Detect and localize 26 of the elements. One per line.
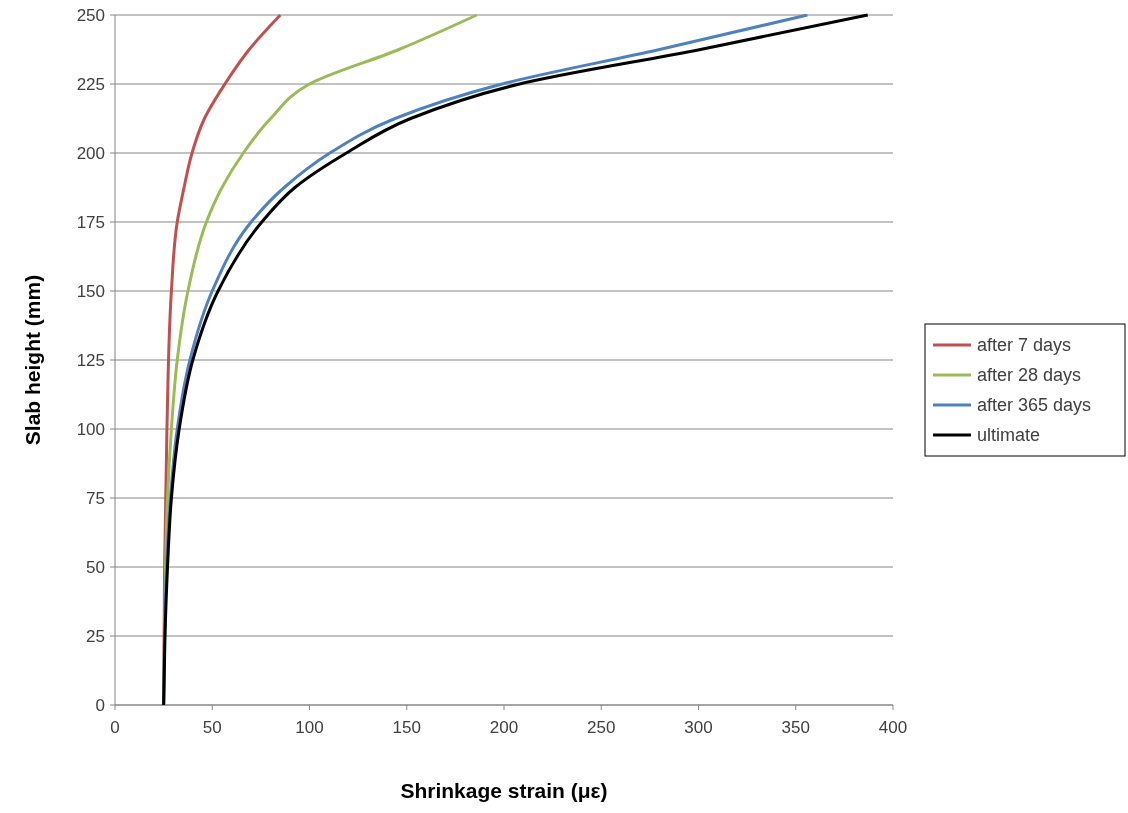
x-tick-label: 50 <box>202 718 222 737</box>
y-tick-label: 75 <box>86 488 105 508</box>
x-tick-label: 300 <box>684 718 713 737</box>
x-tick-label: 350 <box>781 718 810 737</box>
legend-label: ultimate <box>977 425 1041 446</box>
y-tick-label: 125 <box>76 350 105 370</box>
legend-label: after 7 days <box>977 335 1072 356</box>
y-tick-label: 175 <box>76 212 105 232</box>
legend-label: after 365 days <box>977 395 1092 416</box>
x-tick-label: 0 <box>110 718 120 737</box>
x-tick-label: 400 <box>878 718 908 737</box>
y-tick-label: 150 <box>76 281 105 301</box>
y-tick-label: 0 <box>95 695 105 715</box>
x-tick-label: 250 <box>587 718 616 737</box>
y-tick-label: 225 <box>76 74 105 94</box>
y-tick-label: 100 <box>76 419 105 439</box>
x-tick-label: 150 <box>392 718 421 737</box>
x-axis-title: Shrinkage strain (με) <box>400 779 608 802</box>
y-tick-label: 50 <box>86 557 105 577</box>
y-tick-label: 250 <box>76 5 105 25</box>
x-tick-label: 200 <box>489 718 519 737</box>
y-axis-title: Slab height (mm) <box>21 274 44 446</box>
y-tick-label: 200 <box>76 143 105 163</box>
legend-label: after 28 days <box>977 365 1082 386</box>
x-tick-label: 100 <box>295 718 324 737</box>
y-tick-label: 25 <box>86 626 105 646</box>
